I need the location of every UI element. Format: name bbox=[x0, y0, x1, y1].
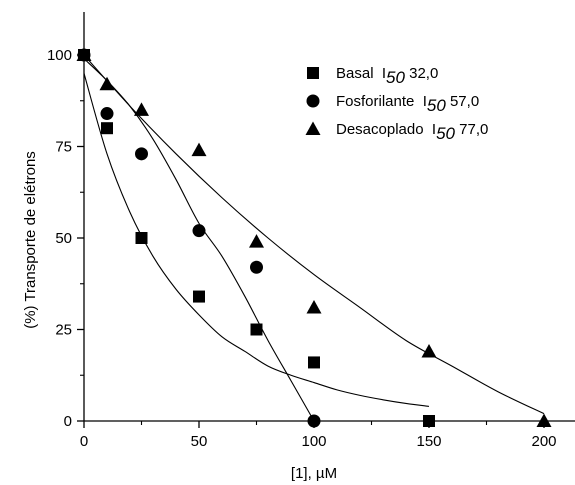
y-axis-title: (%) Transporte de elétrons bbox=[22, 151, 39, 329]
x-tick-label-150: 150 bbox=[416, 433, 441, 450]
y-tick-label-100: 100 bbox=[47, 47, 72, 64]
point-basal-150 bbox=[423, 415, 435, 427]
fit-curves bbox=[83, 54, 545, 422]
point-basal-75 bbox=[250, 323, 263, 336]
point-fosforilante-75 bbox=[250, 260, 263, 274]
legend-entry-basal: Basal I50 32,0 bbox=[336, 65, 438, 87]
legend-marker-fosforilante bbox=[306, 94, 320, 108]
point-desacoplado-150 bbox=[421, 343, 437, 358]
y-tick-label-75: 75 bbox=[55, 139, 72, 156]
point-desacoplado-100 bbox=[306, 300, 322, 314]
point-desacoplado-200 bbox=[536, 413, 552, 427]
point-desacoplado-10 bbox=[99, 76, 115, 91]
point-basal-100 bbox=[308, 356, 320, 369]
legend-entry-fosforilante: Fosforilante I50 57,0 bbox=[336, 93, 479, 115]
x-axis-title: [1], µM bbox=[291, 465, 337, 482]
fit-curve-desacoplado bbox=[83, 54, 545, 415]
point-fosforilante-50 bbox=[192, 224, 206, 238]
y-tick-label-0: 0 bbox=[64, 413, 72, 430]
point-fosforilante-100 bbox=[307, 414, 321, 428]
point-basal-25 bbox=[135, 232, 148, 244]
point-basal-10 bbox=[101, 122, 113, 135]
point-desacoplado-75 bbox=[249, 234, 264, 248]
point-fosforilante-25 bbox=[135, 147, 148, 161]
x-tick-label-0: 0 bbox=[80, 433, 88, 450]
legend-entry-desacoplado: Desacoplado I50 77,0 bbox=[336, 121, 488, 143]
legend: Basal I50 32,0 Fosforilante I50 57,0 Desac… bbox=[305, 65, 488, 143]
y-tick-label-25: 25 bbox=[55, 322, 72, 339]
fit-curve-fosforilante bbox=[83, 58, 315, 422]
legend-marker-desacoplado bbox=[305, 121, 321, 135]
point-basal-50 bbox=[193, 290, 205, 303]
legend-marker-basal bbox=[307, 67, 319, 79]
x-tick-label-200: 200 bbox=[531, 433, 556, 450]
x-tick-label-50: 50 bbox=[191, 433, 208, 450]
point-desacoplado-50 bbox=[191, 142, 207, 157]
point-desacoplado-0 bbox=[76, 47, 92, 61]
y-tick-label-50: 50 bbox=[55, 230, 72, 247]
x-tick-label-100: 100 bbox=[301, 433, 326, 450]
axes: 0 50 100 150 200 0 25 50 75 100 bbox=[47, 12, 575, 450]
point-desacoplado-25 bbox=[134, 102, 149, 116]
point-fosforilante-10 bbox=[100, 107, 114, 121]
data-points bbox=[76, 47, 552, 428]
fit-curve-basal bbox=[83, 73, 430, 407]
